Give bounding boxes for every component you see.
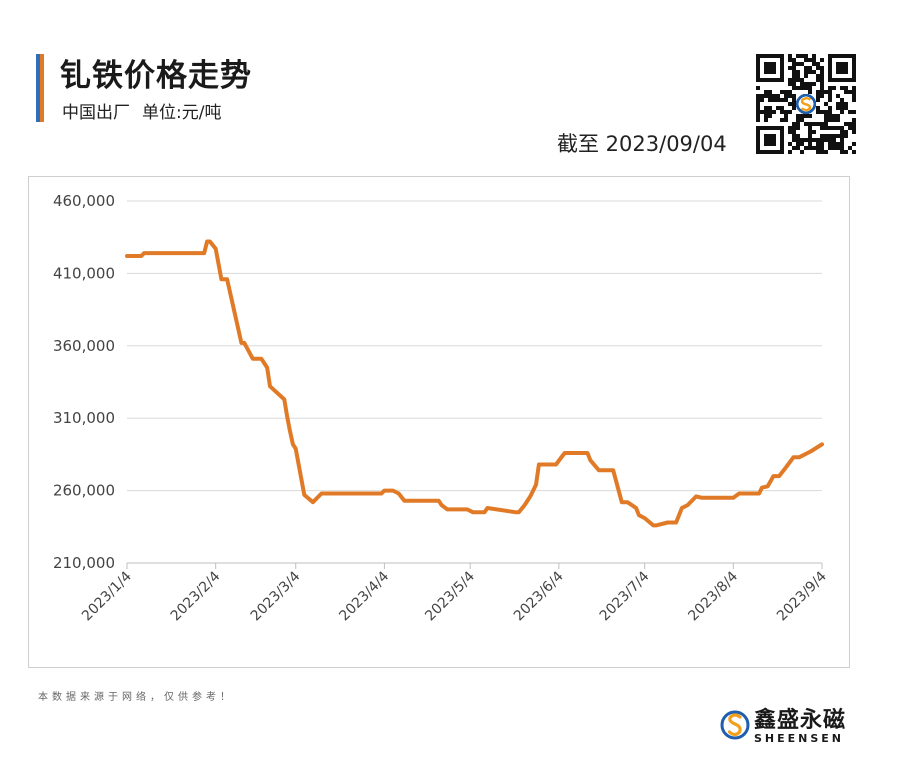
data-source-note: 本数据来源于网络，仅供参考！ <box>38 692 234 703</box>
subtitle-origin: 中国出厂 <box>62 103 130 123</box>
gridlines <box>127 200 822 492</box>
chart-subtitle: 中国出厂 单位:元/吨 <box>62 98 233 123</box>
y-tick-label: 310,000 <box>53 409 115 427</box>
x-tick-label: 2023/9/4 <box>774 568 830 624</box>
as-of-date: 截至 2023/09/04 <box>557 132 727 156</box>
brand-name: 鑫盛永磁 <box>754 708 847 733</box>
chart-title: 钆铁价格走势 <box>60 58 252 94</box>
y-tick-label: 210,000 <box>53 554 115 572</box>
title-accent-bar <box>36 54 44 122</box>
x-tick-label: 2023/6/4 <box>511 568 567 624</box>
series-line <box>125 239 824 528</box>
series-layer <box>125 239 824 528</box>
x-tick-label: 2023/2/4 <box>168 568 224 624</box>
accent-orange <box>40 54 44 122</box>
accent-blue <box>36 54 40 122</box>
x-tick-label: 2023/3/4 <box>248 568 304 624</box>
subtitle-unit: 单位:元/吨 <box>142 103 222 123</box>
x-tick-label: 2023/4/4 <box>336 568 392 624</box>
x-tick-label: 2023/8/4 <box>685 568 741 624</box>
x-axis-ticks: 2023/1/4 2023/2/4 2023/3/4 2023/4/4 2023/5/4… <box>79 563 830 624</box>
x-tick-label: 2023/5/4 <box>422 568 478 624</box>
line-chart: 210,000 260,000 310,000 360,000 410,000 460,0… <box>53 192 830 624</box>
y-tick-label: 260,000 <box>53 482 115 500</box>
y-axis-ticks: 210,000 260,000 310,000 360,000 410,000 460,0… <box>53 192 115 572</box>
x-tick-label: 2023/1/4 <box>79 568 135 624</box>
brand-logo: 鑫盛永磁 SHEENSEN <box>720 702 860 750</box>
y-tick-label: 460,000 <box>53 192 115 210</box>
y-tick-label: 410,000 <box>53 264 115 282</box>
brand-s-icon <box>720 710 750 740</box>
qr-code-icon <box>756 54 856 154</box>
chart-frame: 210,000 260,000 310,000 360,000 410,000 460,0… <box>28 176 850 668</box>
y-tick-label: 360,000 <box>53 337 115 355</box>
brand-sub: SHEENSEN <box>754 732 845 745</box>
x-tick-label: 2023/7/4 <box>597 568 653 624</box>
